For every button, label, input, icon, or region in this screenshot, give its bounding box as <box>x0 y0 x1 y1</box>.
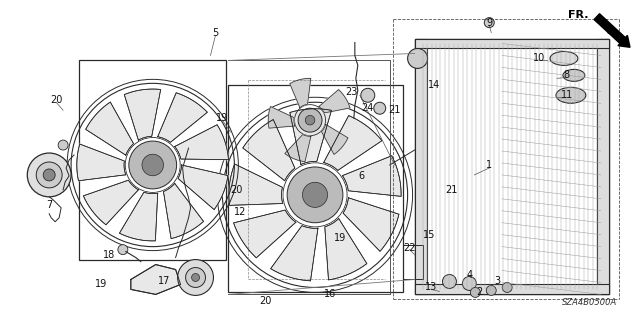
Bar <box>415 38 426 294</box>
Text: 19: 19 <box>334 233 346 243</box>
Text: 18: 18 <box>103 250 115 260</box>
Text: 10: 10 <box>533 53 545 63</box>
Ellipse shape <box>563 69 585 81</box>
Bar <box>79 60 227 260</box>
Polygon shape <box>271 226 318 281</box>
Text: 20: 20 <box>50 95 62 105</box>
Circle shape <box>484 18 494 28</box>
Text: 22: 22 <box>403 243 416 252</box>
Circle shape <box>470 287 480 297</box>
Circle shape <box>44 169 55 181</box>
Text: 20: 20 <box>259 296 271 306</box>
Bar <box>596 38 609 294</box>
Bar <box>415 38 609 49</box>
Text: 6: 6 <box>359 171 365 181</box>
Text: 9: 9 <box>486 18 492 28</box>
Text: 20: 20 <box>230 185 243 195</box>
Polygon shape <box>325 219 367 280</box>
Text: 11: 11 <box>561 90 573 100</box>
Circle shape <box>374 102 386 114</box>
Polygon shape <box>124 89 161 140</box>
Circle shape <box>58 140 68 150</box>
Polygon shape <box>290 78 311 108</box>
Polygon shape <box>243 120 295 181</box>
Circle shape <box>118 244 128 255</box>
Text: 14: 14 <box>428 80 440 90</box>
Circle shape <box>502 283 512 292</box>
Circle shape <box>287 167 343 223</box>
Polygon shape <box>342 156 401 196</box>
Circle shape <box>28 153 71 197</box>
Circle shape <box>186 268 205 287</box>
Bar <box>228 85 403 292</box>
Text: 5: 5 <box>212 28 219 37</box>
Polygon shape <box>285 134 311 162</box>
Ellipse shape <box>556 87 586 103</box>
Circle shape <box>36 162 62 188</box>
Text: 7: 7 <box>46 200 52 210</box>
Polygon shape <box>120 192 157 241</box>
Polygon shape <box>163 183 204 239</box>
FancyArrow shape <box>594 14 630 47</box>
Circle shape <box>303 182 328 207</box>
Bar <box>403 244 422 279</box>
Polygon shape <box>178 165 228 210</box>
Ellipse shape <box>550 52 578 65</box>
Circle shape <box>462 276 476 291</box>
Circle shape <box>191 274 200 282</box>
Circle shape <box>361 88 375 102</box>
Circle shape <box>178 260 214 295</box>
Text: 19: 19 <box>95 279 107 290</box>
Text: SZA4B0500A: SZA4B0500A <box>561 298 617 307</box>
Text: 3: 3 <box>494 276 500 286</box>
Polygon shape <box>324 116 382 170</box>
Polygon shape <box>83 180 138 225</box>
Bar <box>415 284 609 294</box>
Circle shape <box>129 141 177 189</box>
Circle shape <box>142 154 163 176</box>
Polygon shape <box>175 125 228 160</box>
Circle shape <box>305 116 315 125</box>
Polygon shape <box>290 109 332 164</box>
Bar <box>415 38 609 294</box>
Polygon shape <box>86 102 134 155</box>
Text: 19: 19 <box>216 113 228 123</box>
Text: 15: 15 <box>423 230 436 240</box>
Text: 21: 21 <box>445 185 458 195</box>
Polygon shape <box>77 144 126 181</box>
Text: 24: 24 <box>362 103 374 113</box>
Text: 16: 16 <box>324 289 336 300</box>
Polygon shape <box>229 164 283 205</box>
Polygon shape <box>319 90 350 113</box>
Text: 8: 8 <box>564 70 570 80</box>
Text: FR.: FR. <box>568 10 589 20</box>
Circle shape <box>408 49 428 68</box>
Text: 2: 2 <box>476 287 483 297</box>
Text: 23: 23 <box>346 87 358 97</box>
Text: 1: 1 <box>486 160 492 170</box>
Polygon shape <box>321 124 348 155</box>
Polygon shape <box>234 210 296 258</box>
Text: 13: 13 <box>426 283 438 292</box>
Circle shape <box>486 285 496 295</box>
Text: 21: 21 <box>388 105 401 115</box>
Circle shape <box>442 275 456 288</box>
Text: 4: 4 <box>467 269 472 279</box>
Text: 17: 17 <box>157 276 170 286</box>
Polygon shape <box>268 107 295 128</box>
Polygon shape <box>131 265 180 294</box>
Circle shape <box>298 108 322 132</box>
Polygon shape <box>157 93 207 142</box>
Polygon shape <box>343 198 399 251</box>
Text: 12: 12 <box>234 207 246 217</box>
